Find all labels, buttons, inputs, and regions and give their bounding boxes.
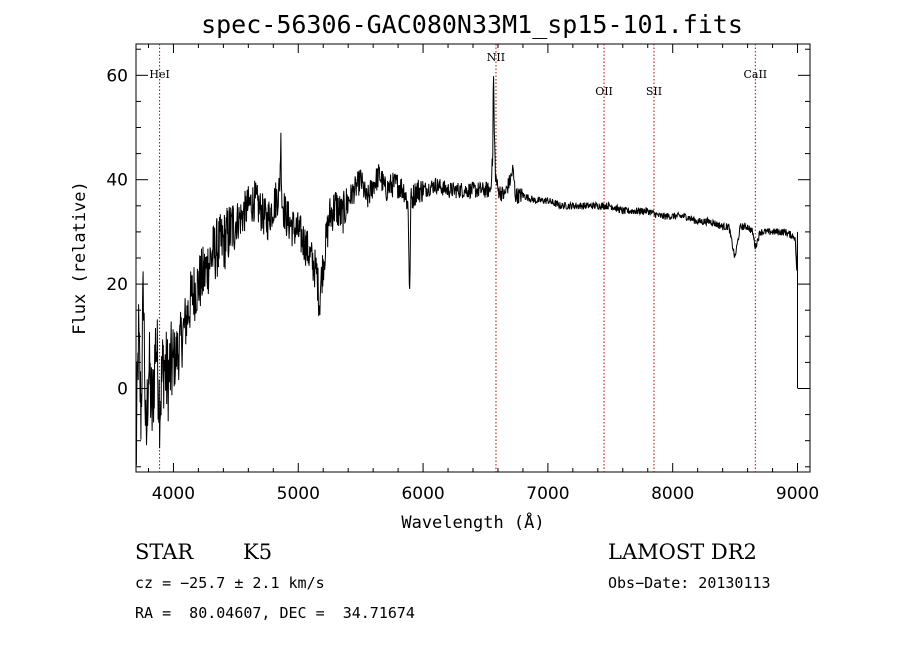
marker-label-sii: SII xyxy=(646,85,662,98)
y-axis-label: Flux (relative) xyxy=(70,181,90,335)
plot-frame xyxy=(135,43,811,473)
x-axis-label: Wavelength (Å) xyxy=(401,511,544,533)
observation-date: Obs−Date: 20130113 xyxy=(608,574,771,592)
sky-coordinates: RA = 80.04607, DEC = 34.71674 xyxy=(135,604,415,622)
y-axis-ticks: 0 20 40 60 xyxy=(106,48,810,468)
chart-title: spec-56306-GAC080N33M1_sp15-101.fits xyxy=(201,10,743,39)
y-tick-label: 0 xyxy=(117,379,128,399)
y-tick-label: 60 xyxy=(106,66,128,86)
y-tick-label: 40 xyxy=(106,171,128,191)
x-tick-label: 8000 xyxy=(651,484,694,504)
marker-label-oii: OII xyxy=(595,85,613,98)
marker-label-nii: NII xyxy=(487,51,505,64)
marker-label-caii: CaII xyxy=(743,68,767,81)
spectrum-series-line xyxy=(135,76,798,466)
spectral-subclass: K5 xyxy=(243,540,273,564)
x-tick-label: 6000 xyxy=(401,484,444,504)
redshift-cz: cz = −25.7 ± 2.1 km/s xyxy=(135,574,325,592)
y-tick-label: 20 xyxy=(106,275,128,295)
x-tick-label: 4000 xyxy=(152,484,195,504)
survey-name: LAMOST DR2 xyxy=(608,540,757,564)
marker-label-hei: HeI xyxy=(149,68,169,81)
x-tick-label: 7000 xyxy=(526,484,569,504)
x-axis-ticks: 4000 5000 6000 7000 8000 9000 xyxy=(147,44,819,504)
spectral-class: STAR xyxy=(135,540,194,564)
x-tick-label: 5000 xyxy=(277,484,320,504)
x-tick-label: 9000 xyxy=(776,484,819,504)
emission-line-markers: HeI NII OII SII CaII xyxy=(149,44,767,472)
spectrum-layer xyxy=(135,76,798,466)
